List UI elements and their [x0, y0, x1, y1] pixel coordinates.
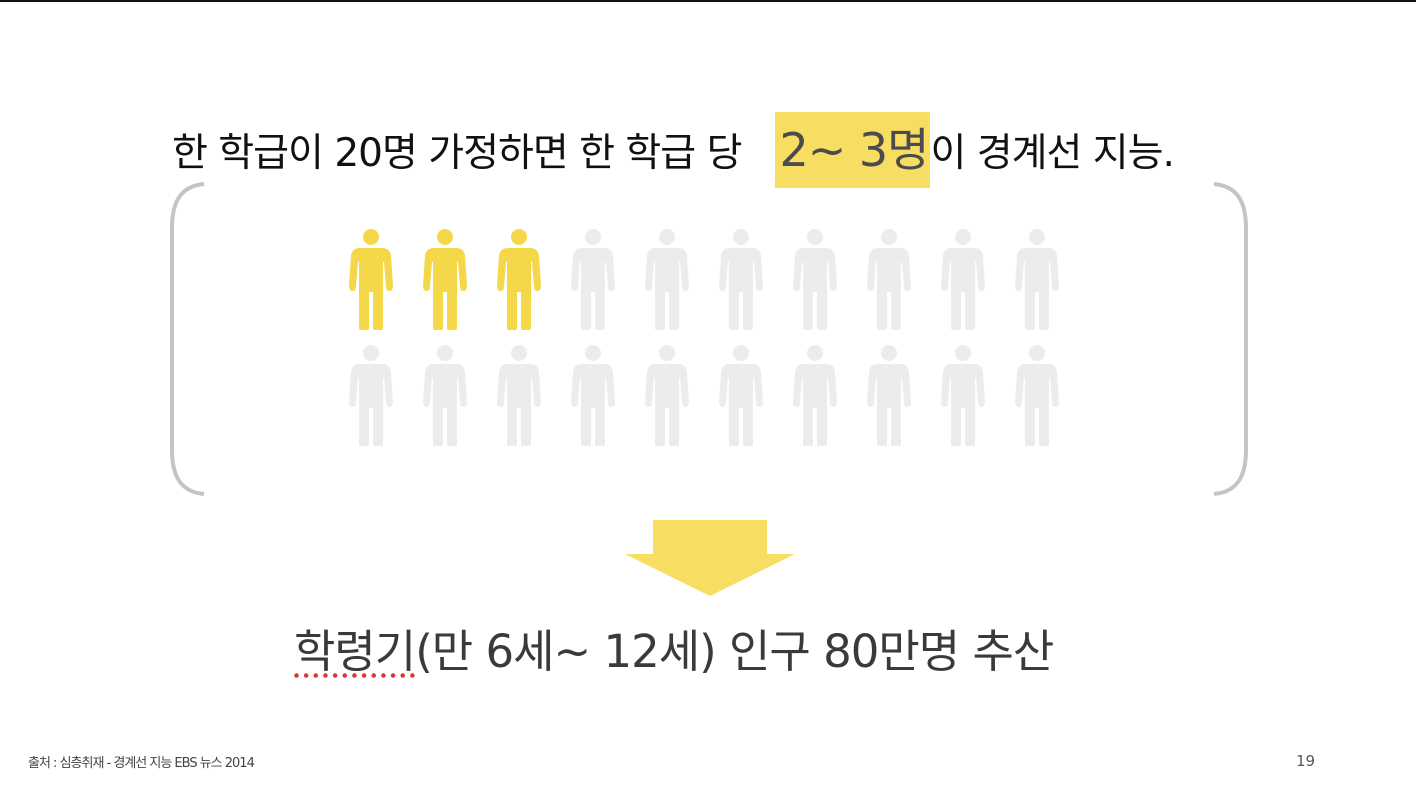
person-icon: [793, 345, 837, 446]
person-icon: [867, 345, 911, 446]
down-arrow-icon: [625, 520, 795, 596]
source-note: 출처 : 심층취재 - 경계선 지능 EBS 뉴스 2014: [28, 756, 255, 771]
person-icon: [571, 229, 615, 330]
person-icon: [719, 345, 763, 446]
person-icon: [571, 345, 615, 446]
headline: 한 학급이 20명 가정하면 한 학급 당 2~ 3명 이 경계선 지능.: [172, 112, 1175, 188]
headline-highlight: 2~ 3명: [775, 112, 931, 188]
bottom-statement-underlined: 학령기: [294, 625, 416, 678]
headline-suffix: 이 경계선 지능.: [930, 131, 1174, 176]
bottom-statement-rest: (만 6세~ 12세) 인구 80만명 추산: [415, 625, 1054, 678]
person-icon: [719, 229, 763, 330]
person-icon: [423, 229, 467, 330]
page-number: 19: [1296, 752, 1316, 770]
person-icon: [497, 345, 541, 446]
people-grid: [346, 228, 1076, 448]
person-icon: [793, 229, 837, 330]
bottom-statement: 학령기(만 6세~ 12세) 인구 80만명 추산: [294, 618, 1054, 686]
person-icon: [423, 345, 467, 446]
person-icon: [349, 345, 393, 446]
person-icon: [349, 229, 393, 330]
person-icon: [941, 229, 985, 330]
person-icon: [867, 229, 911, 330]
top-rule: [0, 0, 1416, 2]
headline-prefix: 한 학급이 20명 가정하면 한 학급 당: [172, 131, 742, 176]
person-icon: [497, 229, 541, 330]
person-icon: [1015, 229, 1059, 330]
person-icon: [941, 345, 985, 446]
person-icon: [645, 229, 689, 330]
person-icon: [1015, 345, 1059, 446]
left-bracket: [170, 182, 205, 496]
right-bracket: [1213, 182, 1248, 496]
person-icon: [645, 345, 689, 446]
